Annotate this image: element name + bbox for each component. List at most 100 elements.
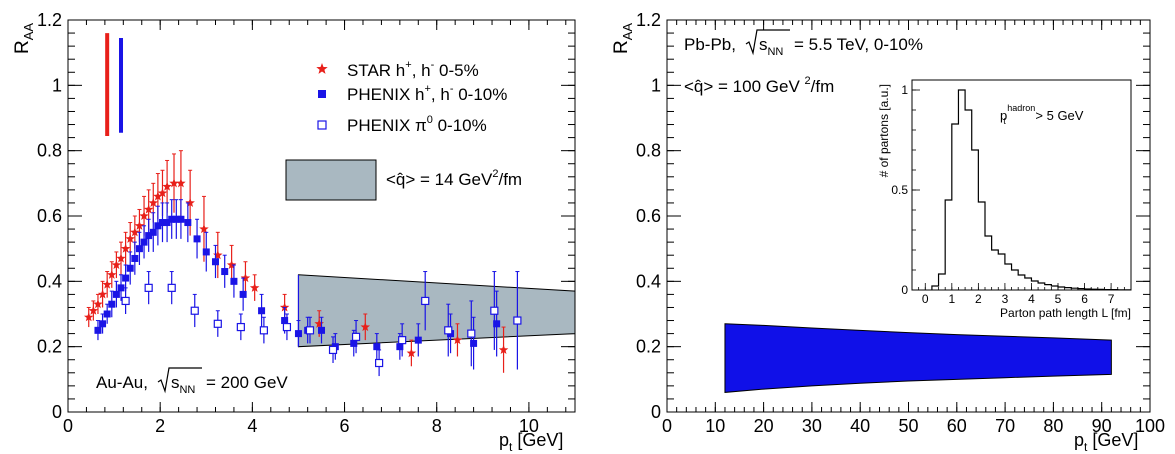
left-filled-square-point xyxy=(168,215,176,223)
left-open-square-point xyxy=(190,306,199,315)
left-star-point xyxy=(406,348,417,358)
right-y-tick-label: 0.6 xyxy=(636,206,661,226)
left-filled-square-point xyxy=(140,238,148,246)
left-star-point xyxy=(97,289,108,299)
right-y-tick-label: 0.8 xyxy=(636,141,661,161)
left-star-point xyxy=(360,322,371,332)
left-filled-square-point xyxy=(135,245,143,253)
right-x-tick-label: 50 xyxy=(898,416,918,436)
right-qhat-band xyxy=(724,323,1112,393)
right-x-tick-label: 100 xyxy=(1135,416,1165,436)
left-x-tick-label: 2 xyxy=(155,416,165,436)
left-open-square-point xyxy=(398,336,407,345)
left-star-point xyxy=(498,344,509,354)
left-qhat-band xyxy=(297,274,576,348)
left-filled-square-point xyxy=(350,339,358,347)
right-y-axis-label-sub: AA xyxy=(620,23,635,41)
inset-y-tick-label: 0 xyxy=(901,283,908,297)
left-system-label-prefix: Au-Au, xyxy=(96,373,148,392)
right-qhat-text: <q̂> = 100 GeV xyxy=(684,77,805,96)
left-filled-square-point xyxy=(99,320,107,328)
legend-sup: + xyxy=(424,83,430,95)
left-y-tick-label: 1.2 xyxy=(37,10,62,30)
left-x-tick-label: 10 xyxy=(519,416,539,436)
left-filled-square-point xyxy=(414,336,422,344)
left-filled-square-point xyxy=(108,300,116,308)
left-filled-square-point xyxy=(258,307,266,315)
left-filled-square-point xyxy=(318,326,325,334)
left-system-label-suffix: = 200 GeV xyxy=(206,373,288,392)
left-star-point xyxy=(93,299,103,309)
left-open-square-point xyxy=(121,296,130,306)
legend-mid: , h xyxy=(412,61,431,80)
left-open-square-point xyxy=(375,358,384,368)
legend-sup: 0 xyxy=(427,114,433,126)
left-x-tick-label: 0 xyxy=(63,416,73,436)
left-y-axis-label: RAA xyxy=(12,23,36,54)
left-open-square-point xyxy=(236,322,245,332)
right-x-tick-label: 20 xyxy=(754,416,774,436)
right-x-tick-label: 80 xyxy=(1043,416,1063,436)
left-y-tick-label: 0.8 xyxy=(37,141,62,161)
left-filled-square-point xyxy=(230,277,238,285)
left-open-square-point xyxy=(513,316,522,325)
left-x-tick-label: 4 xyxy=(247,416,257,436)
left-filled-square-point xyxy=(154,222,162,230)
left-filled-square-point xyxy=(172,215,180,223)
legend-entry-band: <q̂> = 14 GeV2/fm xyxy=(386,168,522,189)
inset-x-tick-label: 6 xyxy=(1081,292,1088,306)
left-star-point xyxy=(143,204,154,214)
left-x-tick-label: 6 xyxy=(340,416,350,436)
left-open-square-point xyxy=(421,296,430,306)
legend-filled-square-marker xyxy=(318,90,326,98)
left-filled-square-point xyxy=(281,317,289,325)
legend-sup: - xyxy=(450,83,454,95)
right-y-axis-label: RAA xyxy=(611,23,635,54)
left-x-axis-label-main: p xyxy=(499,430,509,450)
right-x-tick-label: 70 xyxy=(995,416,1015,436)
left-y-axis-label-sub: AA xyxy=(21,23,36,41)
right-qhat-sup: 2 xyxy=(805,75,811,87)
right-x-axis-label-sub: t xyxy=(1084,440,1088,454)
left-star-point xyxy=(162,181,172,191)
left-star-point xyxy=(240,273,251,283)
right-system-label-prefix: Pb-Pb, xyxy=(684,35,736,54)
right-y-tick-label: 0.2 xyxy=(636,337,661,357)
left-star-point xyxy=(249,282,260,292)
right-qhat-tail: /fm xyxy=(811,77,835,96)
left-x-axis-label-sub: t xyxy=(509,440,513,454)
left-filled-square-point xyxy=(470,339,478,347)
left-open-square-point xyxy=(259,326,268,335)
right-system-label-suffix: = 5.5 TeV, 0-10% xyxy=(794,35,923,54)
left-star-point xyxy=(185,197,195,207)
left-filled-square-point xyxy=(122,274,130,282)
inset-y-tick-label: 1 xyxy=(901,83,908,97)
left-star-point xyxy=(120,243,131,253)
right-x-axis-label-main: p xyxy=(1074,430,1084,450)
left-filled-square-point xyxy=(126,264,134,272)
left-filled-square-point xyxy=(239,290,247,298)
legend-mid: /fm xyxy=(498,170,522,189)
right-y-tick-label: 0 xyxy=(651,402,661,422)
right-y-tick-label: 1.2 xyxy=(636,10,661,30)
left-open-square-point xyxy=(467,329,476,338)
left-open-square-point xyxy=(490,306,499,315)
legend-mid: , h xyxy=(431,85,450,104)
left-filled-square-point xyxy=(103,310,111,318)
right-sqrt-s-sub: NN xyxy=(767,46,783,58)
left-y-tick-label: 0.2 xyxy=(37,337,62,357)
right-qhat-label: <q̂> = 100 GeV 2/fm xyxy=(684,75,834,96)
left-star-point xyxy=(213,250,223,260)
legend-text: <q̂> = 14 GeV xyxy=(386,170,493,189)
inset-x-tick-label: 2 xyxy=(975,292,982,306)
left-filled-square-point xyxy=(177,215,185,223)
legend-band-marker xyxy=(285,159,377,201)
left-filled-square-point xyxy=(294,330,302,338)
left-filled-square-point xyxy=(211,258,219,266)
left-filled-square-point xyxy=(221,268,229,276)
legend-entry-phenix_pi0: PHENIX π0 0-10% xyxy=(347,114,487,135)
left-filled-square-point xyxy=(149,228,157,236)
left-star-point xyxy=(226,260,237,270)
right-sqrt-s: sNN xyxy=(759,35,783,58)
left-x-tick-label: 8 xyxy=(432,416,442,436)
